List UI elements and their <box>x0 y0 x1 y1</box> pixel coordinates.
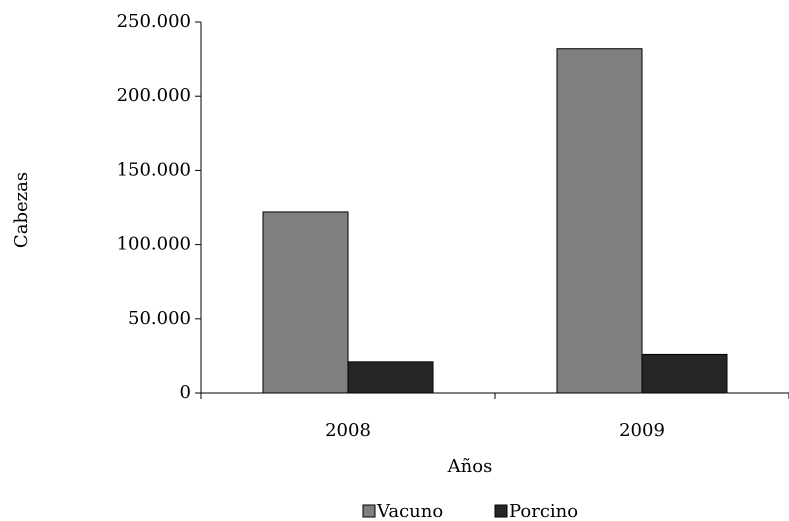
y-tick-label: 200.000 <box>117 85 191 106</box>
bar <box>641 353 728 394</box>
x-tick-label: 2009 <box>619 420 665 441</box>
legend-label: Porcino <box>509 501 578 521</box>
x-tick-label: 2008 <box>325 420 371 441</box>
legend-swatch <box>494 504 508 518</box>
bar <box>347 361 434 394</box>
bar <box>556 48 643 394</box>
y-tick-label: 150.000 <box>117 159 191 180</box>
y-tick-label: 250.000 <box>117 11 191 32</box>
x-axis-label: Años <box>447 456 493 477</box>
legend-swatch <box>362 504 376 518</box>
y-tick-label: 0 <box>180 382 191 403</box>
y-tick-label: 100.000 <box>117 234 191 255</box>
y-tick-label: 50.000 <box>128 308 191 329</box>
bar <box>262 211 349 394</box>
y-axis-label: Cabezas <box>11 172 32 248</box>
legend-label: Vacuno <box>376 501 443 521</box>
